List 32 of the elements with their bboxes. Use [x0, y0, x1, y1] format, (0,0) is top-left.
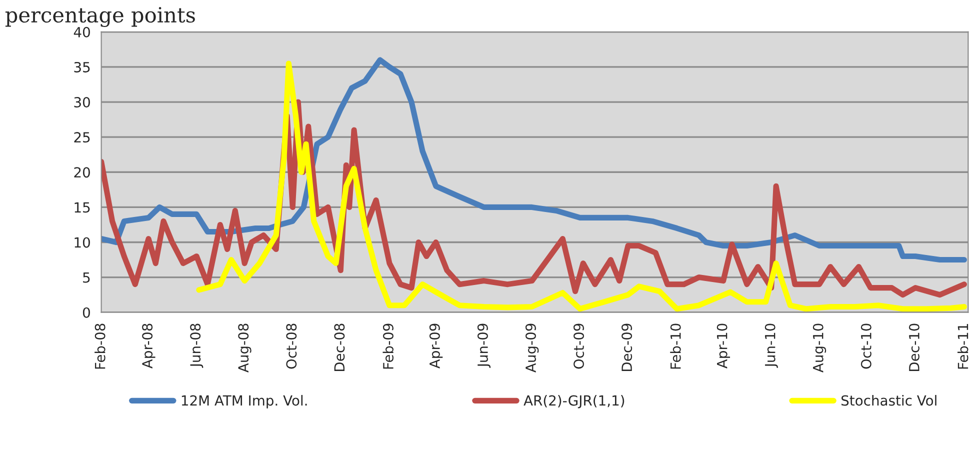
y-tick-label: 35 [74, 62, 90, 72]
x-tick-label: Jun-08 [190, 324, 204, 368]
x-tick-label: Oct-09 [574, 324, 584, 369]
x-tick-label: Apr-08 [142, 324, 156, 368]
x-tick-label: Feb-10 [670, 324, 681, 369]
y-tick-label: 15 [74, 202, 90, 213]
y-tick-label: 5 [83, 272, 90, 283]
x-tick-label: Dec-08 [334, 324, 345, 371]
legend-label: AR(2)-GJR(1,1) [524, 394, 624, 408]
x-tick-label: Aug-10 [812, 324, 826, 372]
x-tick-label: Aug-08 [238, 324, 252, 372]
x-tick-label: Aug-09 [525, 324, 539, 372]
y-tick-label: 10 [74, 237, 90, 248]
x-tick-label: Apr-10 [716, 324, 730, 368]
x-tick-label: Dec-10 [908, 324, 920, 371]
y-tick-label: 25 [74, 132, 90, 143]
x-tick-label: Oct-10 [860, 324, 872, 369]
chart-title: percentage points [5, 7, 195, 28]
x-tick-label: Jun-10 [764, 324, 778, 368]
y-tick-label: 0 [82, 307, 90, 318]
x-tick-label: Feb-11 [958, 324, 968, 369]
y-tick-label: 40 [74, 26, 90, 38]
y-tick-label: 20 [74, 167, 90, 178]
legend-label: Stochastic Vol [841, 394, 936, 406]
x-tick-label: Apr-09 [429, 324, 443, 368]
x-tick-label: Dec-09 [622, 324, 632, 371]
legend-label: 12M ATM Imp. Vol. [182, 394, 307, 408]
x-tick-label: Oct-08 [286, 324, 297, 369]
x-tick-label: Feb-08 [94, 324, 106, 369]
y-tick-label: 30 [74, 97, 90, 108]
x-tick-label: Feb-09 [382, 324, 394, 369]
x-tick-label: Jun-09 [477, 324, 491, 368]
